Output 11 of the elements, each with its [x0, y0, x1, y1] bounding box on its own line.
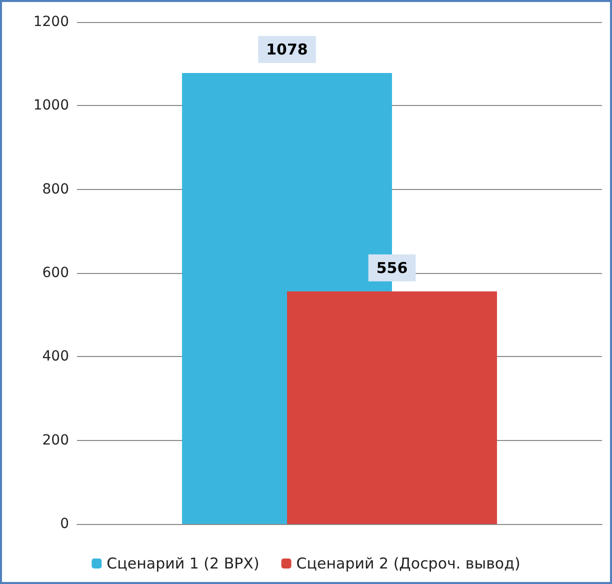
- y-tick-label: 200: [42, 432, 69, 448]
- y-tick-label: 1000: [33, 98, 69, 114]
- legend-label: Сценарий 2 (Досроч. вывод): [296, 554, 520, 572]
- y-tick-label: 600: [42, 265, 69, 281]
- y-tick-label: 400: [42, 348, 69, 365]
- data-label: 556: [376, 258, 408, 277]
- y-tick-label: 800: [42, 181, 69, 198]
- data-label: 1078: [266, 40, 308, 59]
- y-tick-label: 0: [60, 516, 69, 532]
- y-tick-label: 1200: [33, 14, 69, 30]
- legend-label: Сценарий 1 (2 ВРХ): [106, 554, 260, 572]
